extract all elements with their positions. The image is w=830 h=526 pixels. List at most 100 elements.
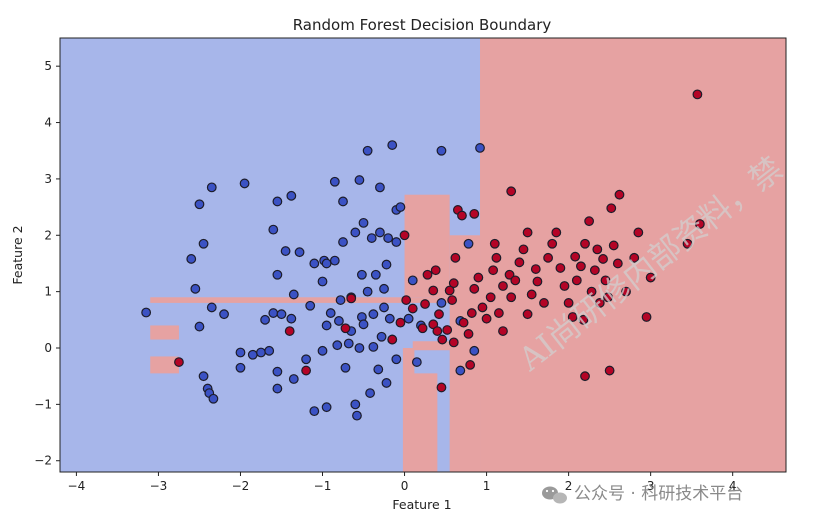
y-tick-label: 1 (44, 285, 52, 299)
data-point-class-1 (510, 275, 521, 286)
data-point-class-0 (329, 176, 340, 187)
data-point-class-0 (376, 331, 387, 342)
data-point-class-0 (373, 364, 384, 375)
data-point-class-1 (641, 312, 652, 322)
data-point-class-0 (375, 182, 385, 193)
data-point-class-0 (309, 406, 320, 417)
data-point-class-0 (239, 178, 250, 189)
data-point-class-0 (381, 259, 392, 270)
data-point-class-0 (206, 182, 217, 193)
y-axis-ticks: −2 −1 0 1 2 3 4 5 (34, 59, 60, 468)
data-point-class-0 (286, 190, 297, 201)
data-point-class-0 (294, 247, 305, 258)
x-tick-label: 1 (483, 479, 491, 493)
data-point-class-1 (563, 298, 574, 308)
region-class-1 (150, 356, 179, 374)
data-point-class-0 (354, 175, 365, 185)
data-point-class-0 (206, 302, 217, 313)
data-point-class-1 (559, 281, 570, 291)
y-axis-label: Feature 2 (10, 225, 25, 284)
footer-watermark-text: 公众号 · 科研技术平台 (574, 484, 743, 504)
data-point-class-0 (370, 269, 381, 280)
data-point-class-0 (305, 300, 316, 311)
data-point-class-0 (350, 227, 361, 238)
data-point-class-1 (586, 286, 597, 297)
data-point-class-0 (383, 233, 394, 243)
data-point-class-0 (338, 237, 348, 247)
data-point-class-1 (430, 265, 441, 276)
data-point-class-1 (539, 298, 549, 308)
data-point-class-1 (284, 326, 295, 336)
data-point-class-1 (543, 252, 554, 263)
data-point-class-1 (584, 216, 595, 227)
data-point-class-1 (694, 219, 705, 229)
data-point-class-1 (621, 286, 631, 297)
data-point-class-1 (458, 317, 469, 328)
data-point-class-0 (194, 199, 205, 210)
data-point-class-0 (340, 362, 351, 373)
data-point-class-1 (428, 285, 439, 296)
data-point-class-0 (335, 295, 346, 305)
data-point-class-1 (594, 298, 605, 308)
plot-frame (59, 37, 787, 473)
data-point-class-1 (417, 323, 428, 334)
data-point-class-1 (570, 251, 581, 262)
data-point-class-1 (600, 275, 611, 286)
data-point-class-1 (551, 227, 562, 238)
data-point-class-1 (477, 302, 488, 313)
data-point-class-0 (288, 289, 299, 300)
data-point-class-0 (475, 143, 485, 153)
data-point-class-1 (481, 313, 492, 324)
data-point-class-0 (350, 399, 361, 410)
data-point-class-0 (272, 366, 283, 377)
y-tick-label: 2 (44, 228, 52, 242)
y-tick-label: 0 (44, 341, 52, 355)
data-point-class-0 (325, 308, 336, 318)
data-point-class-0 (469, 345, 480, 356)
data-point-class-0 (272, 196, 283, 207)
data-point-class-0 (235, 347, 246, 358)
data-point-class-0 (411, 357, 422, 367)
data-point-class-0 (368, 341, 379, 352)
data-point-class-0 (247, 349, 258, 360)
data-point-class-1 (518, 244, 529, 255)
data-point-class-1 (603, 292, 613, 303)
data-point-class-0 (391, 237, 402, 247)
data-point-class-1 (469, 208, 480, 219)
data-point-class-1 (580, 238, 590, 249)
data-point-class-0 (280, 246, 291, 256)
footer-watermark: 公众号 · 科研技术平台 (542, 484, 743, 504)
data-point-class-0 (276, 309, 287, 320)
data-point-class-1 (567, 312, 578, 322)
data-point-class-1 (614, 189, 625, 200)
data-point-class-0 (301, 354, 312, 365)
data-point-class-1 (469, 283, 480, 294)
data-point-class-1 (592, 244, 603, 255)
data-point-class-0 (395, 202, 406, 212)
data-point-class-1 (629, 252, 640, 263)
data-point-class-0 (358, 217, 369, 228)
data-point-class-1 (589, 265, 600, 276)
data-point-class-0 (321, 320, 332, 331)
data-point-class-1 (420, 299, 430, 309)
data-point-class-1 (463, 329, 474, 339)
data-point-class-0 (391, 354, 402, 365)
data-point-class-0 (387, 140, 398, 150)
data-point-class-1 (493, 308, 504, 318)
x-tick-label: 4 (729, 479, 737, 493)
data-point-class-1 (340, 323, 351, 334)
data-point-class-0 (375, 227, 385, 238)
data-point-class-1 (489, 238, 500, 249)
data-point-class-1 (444, 285, 455, 296)
data-point-class-1 (514, 257, 525, 268)
data-point-class-0 (186, 254, 197, 264)
region-class-1 (412, 341, 471, 351)
data-point-class-1 (346, 293, 357, 304)
data-point-class-0 (436, 298, 447, 308)
data-point-class-0 (368, 309, 379, 320)
data-point-class-0 (264, 345, 275, 356)
data-point-class-1 (633, 227, 644, 238)
x-tick-label: 0 (401, 479, 409, 493)
data-point-class-0 (288, 374, 299, 384)
